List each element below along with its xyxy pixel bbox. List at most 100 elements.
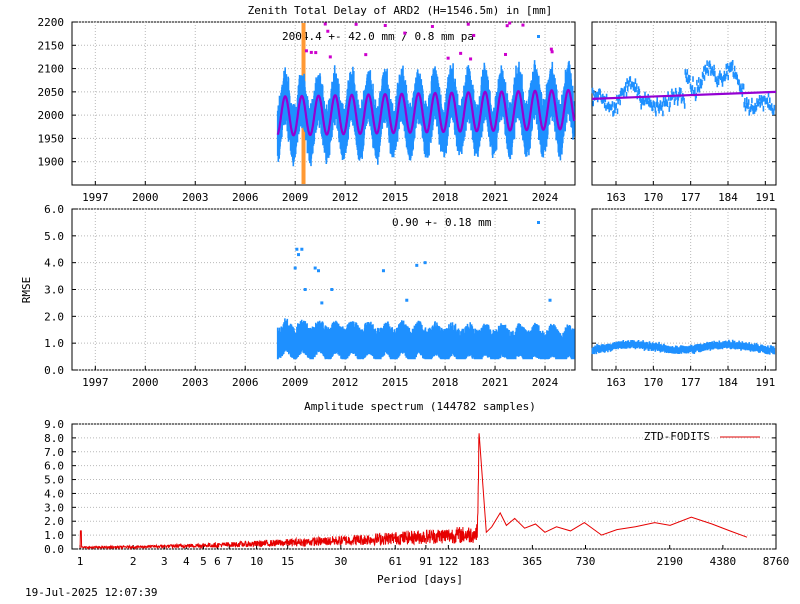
rmse-zoom-xtick-label: 163	[606, 376, 626, 389]
rmse-xtick-label: 1997	[82, 376, 109, 389]
ztd-outlier	[508, 21, 512, 25]
rmse-xtick-label: 2009	[282, 376, 309, 389]
ztd-xtick-label: 2024	[532, 191, 559, 204]
spectrum-ytick-label: 6.0	[44, 460, 64, 473]
spectrum-ytick-label: 0.0	[44, 543, 64, 556]
ztd-outlier	[466, 22, 470, 26]
rmse-zoom-xtick-label: 170	[643, 376, 663, 389]
rmse-outlier	[405, 298, 409, 302]
ztd-xtick-label: 2003	[182, 191, 209, 204]
spectrum-ytick-label: 2.0	[44, 515, 64, 528]
rmse-outlier	[381, 269, 385, 273]
spectrum-xtick-label: 2	[130, 555, 137, 568]
ztd-ytick-label: 2100	[38, 63, 65, 76]
ztd-ytick-label: 1950	[38, 132, 65, 145]
rmse-zoom-data-points	[591, 339, 776, 355]
ztd-zoom-xtick-label: 184	[718, 191, 738, 204]
ztd-zoom-frame	[591, 21, 777, 186]
spectrum-xtick-label: 4380	[710, 555, 737, 568]
rmse-ytick-label: 5.0	[44, 230, 64, 243]
ztd-model-curve	[276, 89, 576, 137]
spectrum-xtick-label: 6	[214, 555, 221, 568]
ztd-outlier	[521, 23, 525, 27]
rmse-outlier	[548, 298, 552, 302]
spectrum-xtick-label: 4	[183, 555, 190, 568]
plots-layer: 1900 1950 2000 2050 2100 2150 2200 1997 2000 2003…	[38, 16, 790, 568]
spectrum-ytick-label: 3.0	[44, 501, 64, 514]
rmse-legend-point	[537, 221, 540, 224]
spectrum-xtick-label: 8760	[763, 555, 790, 568]
figure-title: Zenith Total Delay of ARD2 (H=1546.5m) i…	[248, 4, 553, 17]
ztd-zoom-trend-line	[591, 90, 777, 100]
rmse-xtick-label: 2012	[332, 376, 359, 389]
spectrum-legend-label: ZTD-FODITS	[644, 430, 710, 443]
rmse-ytick-label: 1.0	[44, 337, 64, 350]
ztd-outlier	[446, 56, 450, 60]
ztd-xtick-label: 2009	[282, 191, 309, 204]
rmse-outlier	[423, 261, 427, 265]
rmse-outlier	[303, 288, 307, 291]
rmse-xtick-label: 2021	[482, 376, 509, 389]
spectrum-xtick-label: 365	[522, 555, 542, 568]
rmse-ytick-label: 2.0	[44, 310, 64, 323]
spectrum-xtick-label: 10	[250, 555, 263, 568]
ztd-outlier	[504, 52, 508, 56]
rmse-xtick-label: 2000	[132, 376, 159, 389]
rmse-outlier	[297, 253, 301, 257]
ztd-legend-point	[537, 35, 540, 38]
spectrum-title: Amplitude spectrum (144782 samples)	[304, 400, 536, 413]
ztd-xtick-label: 2012	[332, 191, 359, 204]
rmse-xtick-label: 2003	[182, 376, 209, 389]
spectrum-xtick-label: 5	[200, 555, 207, 568]
ztd-outlier	[550, 50, 554, 54]
rmse-ytick-label: 0.0	[44, 364, 64, 377]
spectrum-xtick-label: 122	[438, 555, 458, 568]
ztd-outlier	[472, 33, 476, 37]
ztd-xtick-label: 2000	[132, 191, 159, 204]
ztd-outlier	[309, 50, 313, 54]
rmse-zoom-xtick-label: 191	[755, 376, 775, 389]
spectrum-xtick-label: 7	[226, 555, 233, 568]
ztd-ytick-label: 2200	[38, 16, 65, 29]
spectrum-xlabel: Period [days]	[377, 573, 463, 586]
ztd-ytick-label: 1900	[38, 156, 65, 169]
rmse-outlier	[295, 247, 299, 251]
spectrum-xtick-label: 61	[389, 555, 402, 568]
spectrum-ytick-label: 7.0	[44, 446, 64, 459]
ztd-outlier	[469, 57, 473, 61]
ztd-outlier	[430, 24, 434, 28]
spectrum-xtick-label: 30	[334, 555, 347, 568]
ztd-zoom-xtick-label: 191	[755, 191, 775, 204]
spectrum-ytick-label: 5.0	[44, 474, 64, 487]
spectrum-ytick-label: 4.0	[44, 487, 64, 500]
ztd-outlier	[314, 51, 318, 55]
ztd-outlier	[549, 47, 553, 51]
spectrum-ytick-label: 8.0	[44, 432, 64, 445]
ztd-xtick-label: 2021	[482, 191, 509, 204]
ztd-zoom-xtick-label: 163	[606, 191, 626, 204]
rmse-outlier	[300, 247, 304, 251]
ztd-frame	[71, 21, 576, 186]
rmse-xtick-label: 2018	[432, 376, 459, 389]
spectrum-ytick-label: 9.0	[44, 418, 64, 431]
spectrum-xtick-label: 91	[419, 555, 432, 568]
ztd-xtick-label: 2018	[432, 191, 459, 204]
rmse-zoom-xtick-label: 184	[718, 376, 738, 389]
rmse-ylabel: RMSE	[20, 277, 33, 304]
rmse-zoom-xtick-label: 177	[681, 376, 701, 389]
ztd-outlier	[323, 22, 327, 26]
rmse-outlier	[317, 269, 321, 273]
rmse-annotation: 0.90 +- 0.18 mm	[392, 216, 492, 229]
rmse-data-points	[276, 318, 575, 360]
rmse-ytick-label: 6.0	[44, 203, 64, 216]
rmse-outlier	[320, 301, 324, 305]
ztd-ytick-label: 2050	[38, 86, 65, 99]
spectrum-xtick-label: 3	[161, 555, 168, 568]
spectrum-xtick-label: 730	[576, 555, 596, 568]
ztd-outlier	[304, 49, 308, 53]
rmse-ytick-label: 4.0	[44, 257, 64, 270]
spectrum-xtick-label: 2190	[656, 555, 683, 568]
ztd-outlier	[354, 22, 358, 26]
ztd-ytick-label: 2150	[38, 39, 65, 52]
